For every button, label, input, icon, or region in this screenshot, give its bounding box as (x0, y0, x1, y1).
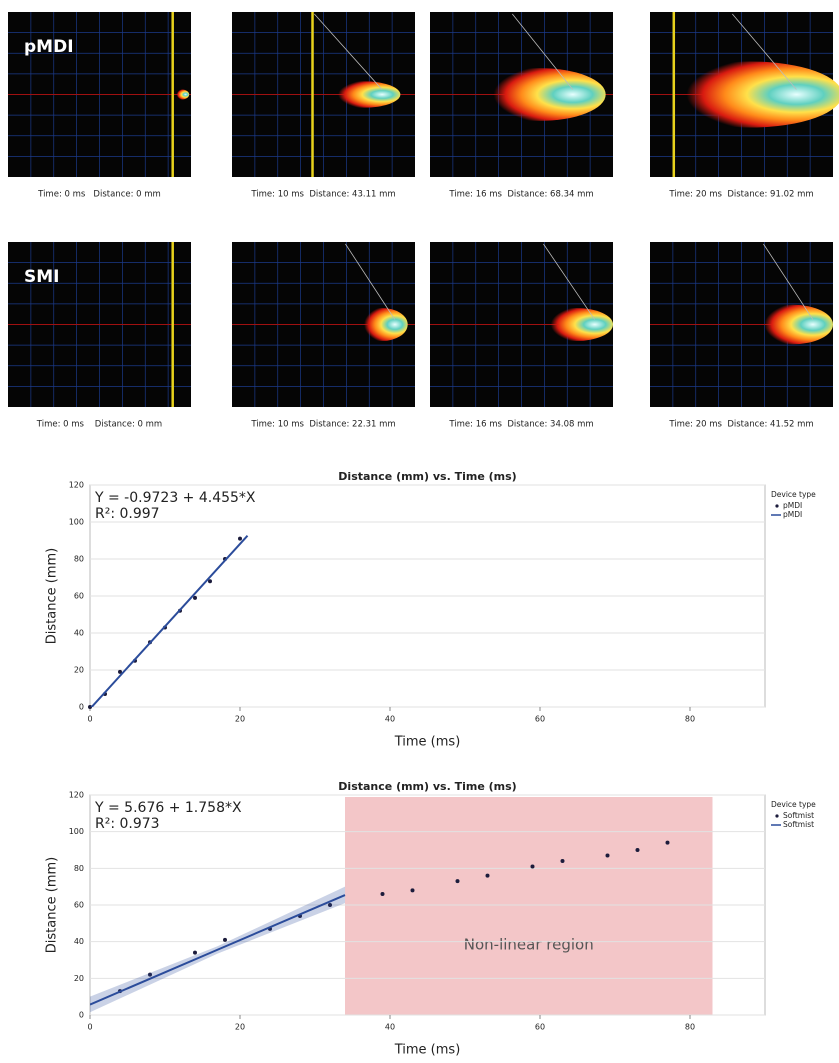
data-point (193, 950, 197, 955)
y-tick-label: 120 (69, 791, 84, 800)
panel-caption: Time: 20 ms Distance: 91.02 mm (668, 190, 813, 200)
data-point (148, 972, 152, 977)
x-tick-label: 0 (87, 715, 92, 724)
track-line (512, 13, 574, 90)
data-point (380, 892, 385, 896)
x-tick-label: 80 (685, 1023, 695, 1032)
x-tick-label: 20 (235, 715, 245, 724)
legend-label: Softmist (783, 820, 814, 829)
data-point (88, 705, 92, 709)
data-point (410, 888, 415, 893)
x-tick-label: 0 (87, 1023, 92, 1032)
legend-title: Device type (771, 490, 816, 499)
legend-label: pMDI (783, 510, 802, 519)
data-point (605, 853, 610, 858)
data-point (560, 859, 565, 863)
data-point (193, 595, 197, 600)
plume (327, 81, 401, 108)
plume (356, 308, 408, 341)
y-tick-label: 60 (74, 901, 84, 910)
plume (174, 89, 190, 100)
panel-caption: Time: 20 ms Distance: 41.52 mm (668, 420, 813, 430)
legend-title: Device type (771, 800, 816, 809)
x-tick-label: 80 (685, 715, 695, 724)
data-point (485, 873, 490, 878)
y-axis-label: Distance (mm) (45, 857, 60, 953)
plume (752, 304, 833, 345)
data-point (455, 879, 460, 884)
y-tick-label: 80 (74, 864, 84, 873)
row-label: SMI (24, 267, 60, 287)
track-line (543, 243, 596, 320)
x-tick-label: 40 (385, 1023, 395, 1032)
legend-label: Softmist (783, 811, 814, 820)
x-tick-label: 40 (385, 715, 395, 724)
chart-title: Distance (mm) vs. Time (ms) (338, 780, 516, 793)
y-tick-label: 0 (79, 1011, 84, 1020)
data-point (223, 937, 227, 942)
y-tick-label: 100 (69, 827, 84, 836)
annotation: Y = -0.9723 + 4.455*X (94, 490, 256, 506)
panel-caption: Time: 10 ms Distance: 22.31 mm (250, 420, 395, 430)
data-point (328, 903, 332, 907)
x-tick-label: 60 (535, 715, 545, 724)
track-line (763, 243, 814, 320)
fit-line (90, 894, 346, 1006)
track-line (732, 13, 797, 90)
panel-caption: Time: 0 ms Distance: 0 mm (37, 190, 161, 200)
data-point (665, 840, 670, 845)
annotation: Y = 5.676 + 1.758*X (94, 800, 242, 816)
track-line (314, 13, 383, 90)
data-point (635, 848, 640, 852)
track-line (345, 243, 396, 320)
y-axis-label: Distance (mm) (45, 548, 60, 644)
region-label: Non-linear region (464, 936, 594, 954)
legend-marker (775, 814, 779, 818)
y-tick-label: 0 (79, 703, 84, 712)
y-tick-label: 40 (74, 937, 84, 946)
y-tick-label: 60 (74, 592, 84, 601)
panel-caption: Time: 10 ms Distance: 43.11 mm (250, 190, 395, 200)
panel-caption: Time: 16 ms Distance: 68.34 mm (448, 190, 593, 200)
x-tick-label: 20 (235, 1023, 245, 1032)
annotation: R²: 0.997 (95, 506, 160, 522)
data-point (238, 536, 242, 541)
annotation: R²: 0.973 (95, 816, 160, 832)
y-tick-label: 100 (69, 518, 84, 527)
region (345, 797, 713, 1015)
x-tick-label: 60 (535, 1023, 545, 1032)
y-tick-label: 120 (69, 481, 84, 490)
panel-caption: Time: 0 ms Distance: 0 mm (36, 420, 162, 430)
row-label: pMDI (24, 37, 74, 57)
y-tick-label: 20 (74, 974, 84, 983)
y-tick-label: 20 (74, 666, 84, 675)
fit-line (90, 535, 249, 707)
plume (473, 68, 606, 121)
panel-caption: Time: 16 ms Distance: 34.08 mm (448, 420, 593, 430)
data-point (530, 864, 535, 869)
legend-label: pMDI (783, 501, 802, 510)
data-point (208, 579, 212, 584)
legend-marker (775, 504, 779, 508)
data-point (118, 669, 122, 674)
plume (539, 308, 614, 341)
y-tick-label: 80 (74, 555, 84, 564)
y-tick-label: 40 (74, 629, 84, 638)
x-axis-label: Time (ms) (394, 735, 461, 750)
x-axis-label: Time (ms) (394, 1043, 461, 1058)
chart-title: Distance (mm) vs. Time (ms) (338, 470, 516, 483)
plume (659, 61, 839, 128)
